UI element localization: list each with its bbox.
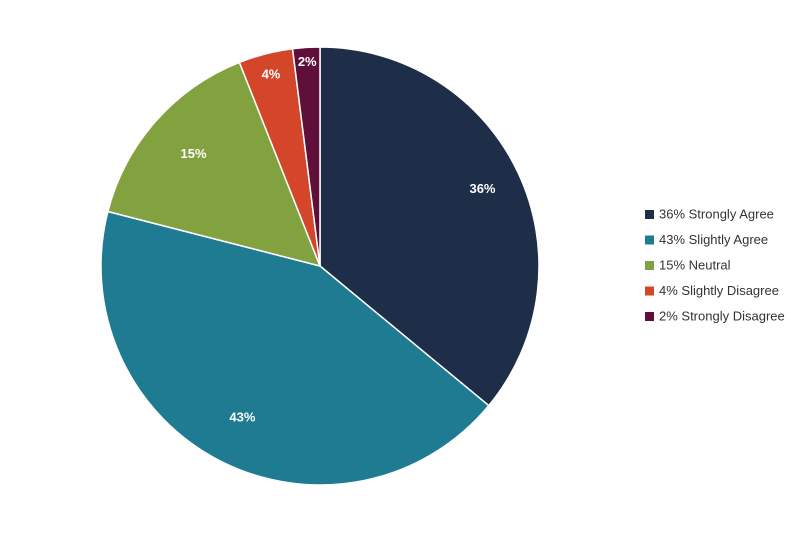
pie-slice-0: [319, 46, 540, 407]
legend-item-2: 15% Neutral: [645, 257, 731, 272]
pie-data-labels: 36% 43% 15% 4% 2%: [180, 54, 495, 424]
pie-data-label-2: 15%: [180, 146, 206, 161]
legend-item-3: 4% Slightly Disagree: [645, 283, 779, 298]
legend-swatch-4: [645, 312, 654, 321]
pie-data-label-3: 4%: [262, 67, 281, 82]
legend-swatch-0: [645, 210, 654, 219]
legend-swatch-3: [645, 286, 654, 296]
legend-item-1: 43% Slightly Agree: [645, 232, 768, 247]
legend-item-0: 36% Strongly Agree: [645, 206, 774, 221]
legend-swatch-1: [645, 235, 654, 245]
pie-data-label-1: 43%: [229, 410, 255, 425]
legend-label-2: 15% Neutral: [659, 257, 731, 272]
legend-item-4: 2% Strongly Disagree: [645, 308, 785, 323]
pie-slice-2: [106, 61, 322, 268]
pie-slice-4: [291, 46, 321, 267]
legend: 36% Strongly Agree 43% Slightly Agree 15% …: [645, 206, 785, 323]
pie-data-label-0: 36%: [469, 181, 495, 196]
pie-slices: [100, 46, 540, 486]
legend-label-3: 4% Slightly Disagree: [659, 283, 779, 298]
pie-data-label-4: 2%: [298, 54, 317, 69]
legend-label-4: 2% Strongly Disagree: [659, 308, 785, 323]
legend-label-0: 36% Strongly Agree: [659, 206, 774, 221]
legend-label-1: 43% Slightly Agree: [659, 232, 768, 247]
legend-swatch-2: [645, 261, 654, 270]
pie-slice-1: [100, 210, 490, 486]
